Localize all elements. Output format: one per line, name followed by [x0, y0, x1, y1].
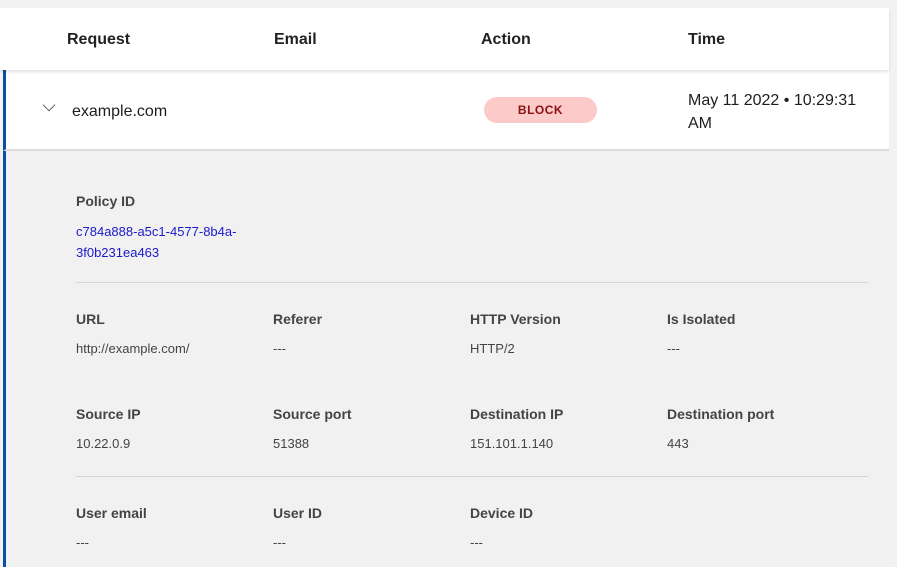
chevron-down-icon[interactable]	[42, 98, 56, 112]
destination-ip-label: Destination IP	[470, 406, 564, 422]
destination-port-label: Destination port	[667, 406, 775, 422]
source-ip-value: 10.22.0.9	[76, 436, 131, 451]
url-label: URL	[76, 311, 105, 327]
policy-id-link[interactable]: c784a888-a5c1-4577-8b4a-3f0b231ea463	[76, 224, 237, 260]
referer-value: ---	[273, 341, 286, 356]
is-isolated-label: Is Isolated	[667, 311, 736, 327]
column-header-action[interactable]: Action	[481, 31, 531, 48]
source-ip-label: Source IP	[76, 406, 141, 422]
device-id-value: ---	[470, 535, 483, 550]
device-id-label: Device ID	[470, 505, 534, 521]
destination-port-value: 443	[667, 436, 689, 451]
action-badge: BLOCK	[484, 97, 597, 123]
user-email-label: User email	[76, 505, 147, 521]
request-time: May 11 2022 • 10:29:31 AM	[688, 92, 857, 132]
is-isolated-value: ---	[667, 341, 680, 356]
divider	[76, 476, 868, 477]
policy-id-label: Policy ID	[76, 193, 136, 209]
url-value: http://example.com/	[76, 341, 190, 356]
user-email-value: ---	[76, 535, 89, 550]
column-header-time[interactable]: Time	[688, 31, 726, 48]
destination-ip-value: 151.101.1.140	[470, 436, 554, 451]
source-port-label: Source port	[273, 406, 352, 422]
http-version-label: HTTP Version	[470, 311, 561, 327]
user-id-value: ---	[273, 535, 286, 550]
request-details: Policy ID c784a888-a5c1-4577-8b4a-3f0b23…	[3, 151, 889, 567]
divider	[76, 282, 868, 283]
http-version-value: HTTP/2	[470, 341, 515, 356]
request-domain: example.com	[72, 103, 168, 120]
user-id-label: User ID	[273, 505, 323, 521]
source-port-value: 51388	[273, 436, 310, 451]
table-header: Request Email Action Time	[0, 8, 889, 70]
table-row[interactable]: example.com BLOCK May 11 2022 • 10:29:31…	[3, 70, 889, 151]
column-header-request[interactable]: Request	[67, 31, 131, 48]
referer-label: Referer	[273, 311, 323, 327]
column-header-email[interactable]: Email	[274, 31, 317, 48]
